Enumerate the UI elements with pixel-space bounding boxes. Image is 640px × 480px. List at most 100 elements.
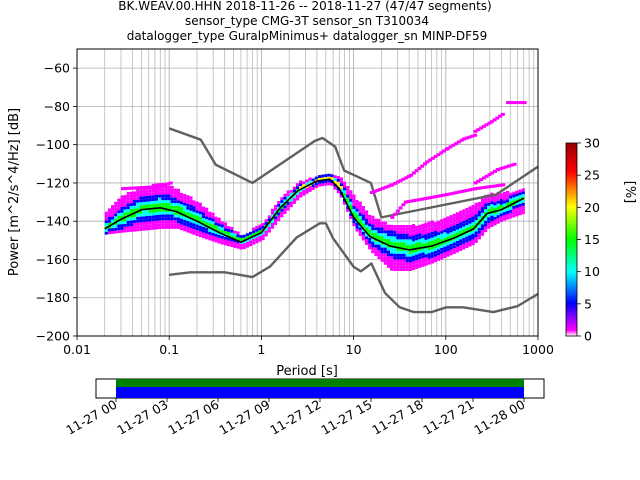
density-cell (308, 189, 312, 192)
density-cell (170, 203, 174, 206)
density-cell (158, 208, 162, 212)
density-cell (443, 243, 447, 247)
density-cell (509, 195, 513, 199)
density-cell (123, 218, 127, 221)
density-cell (455, 249, 459, 253)
density-cell (176, 206, 180, 209)
density-cell (205, 233, 209, 237)
outlier-cell (143, 185, 148, 189)
density-cell (465, 219, 469, 223)
density-cell (189, 210, 193, 214)
density-cell (151, 221, 155, 224)
density-cell (433, 256, 438, 260)
density-cell (136, 199, 140, 203)
density-cell (474, 208, 478, 212)
density-cell (173, 225, 177, 229)
density-cell (346, 206, 350, 209)
density-cell (408, 253, 412, 257)
density-cell (399, 227, 403, 231)
density-cell (132, 202, 137, 206)
density-cell (477, 236, 481, 240)
outlier-cell (403, 200, 408, 204)
density-cell (239, 238, 243, 241)
density-cell (339, 183, 343, 187)
density-cell (148, 221, 152, 225)
density-cell (358, 210, 362, 214)
outlier-cell (492, 169, 497, 173)
density-cell (154, 226, 159, 230)
density-cell (393, 265, 397, 269)
timeline-tick-label: 11-28 00 (471, 397, 527, 438)
outlier-cell (504, 165, 509, 169)
density-cell (433, 239, 438, 243)
density-cell (261, 222, 265, 226)
density-cell (352, 223, 356, 227)
outlier-cell (369, 191, 374, 194)
density-cell (415, 263, 419, 267)
density-cell (390, 264, 394, 268)
density-cell (132, 222, 137, 226)
outlier-cell (414, 169, 419, 173)
density-cell (233, 244, 237, 248)
outlier-cell (476, 179, 481, 183)
density-cell (176, 197, 180, 201)
density-cell (458, 236, 463, 240)
density-cell (277, 218, 281, 222)
density-cell (512, 214, 516, 218)
outlier-cell (495, 116, 500, 120)
density-cell (148, 215, 152, 219)
density-cell (230, 229, 234, 233)
density-cell (230, 226, 234, 230)
density-cell (405, 265, 409, 269)
outlier-cell (489, 120, 494, 124)
density-cell (512, 200, 516, 204)
density-cell (408, 242, 412, 246)
density-cell (415, 234, 419, 238)
density-cell (164, 191, 168, 195)
outlier-cell (495, 184, 500, 188)
density-cell (506, 213, 510, 217)
density-cell (386, 241, 391, 245)
density-cell (211, 215, 215, 219)
density-cell (158, 223, 162, 227)
density-cell (374, 227, 378, 231)
density-cell (502, 194, 507, 198)
density-cell (462, 226, 466, 230)
density-cell (427, 247, 431, 251)
density-cell (148, 212, 152, 216)
density-cell (402, 253, 406, 257)
density-cell (521, 191, 525, 195)
density-cell (173, 205, 177, 209)
density-cell (267, 223, 271, 227)
density-cell (286, 207, 290, 211)
density-cell (336, 181, 340, 185)
density-cell (446, 248, 450, 251)
outlier-cell (484, 174, 489, 178)
density-cell (248, 237, 253, 241)
density-cell (205, 236, 209, 240)
density-cell (274, 204, 278, 208)
density-cell (161, 205, 165, 209)
density-cell (399, 268, 403, 271)
density-cell (396, 259, 400, 263)
density-cell (399, 245, 403, 248)
density-cell (433, 233, 438, 237)
density-cell (487, 208, 491, 212)
density-cell (446, 230, 450, 234)
density-cell (339, 194, 343, 198)
y-tick-label: −120 (36, 175, 70, 190)
density-cell (396, 253, 400, 257)
density-cell (161, 225, 165, 229)
density-cell (415, 243, 419, 246)
density-cell (374, 233, 378, 236)
density-cell (480, 207, 485, 210)
density-cell (317, 175, 322, 178)
density-cell (258, 224, 262, 228)
density-cell (502, 212, 507, 215)
density-cell (405, 259, 409, 263)
density-cell (355, 217, 359, 221)
density-cell (509, 209, 513, 213)
density-cell (283, 205, 287, 209)
density-cell (217, 237, 221, 241)
density-cell (471, 242, 475, 246)
